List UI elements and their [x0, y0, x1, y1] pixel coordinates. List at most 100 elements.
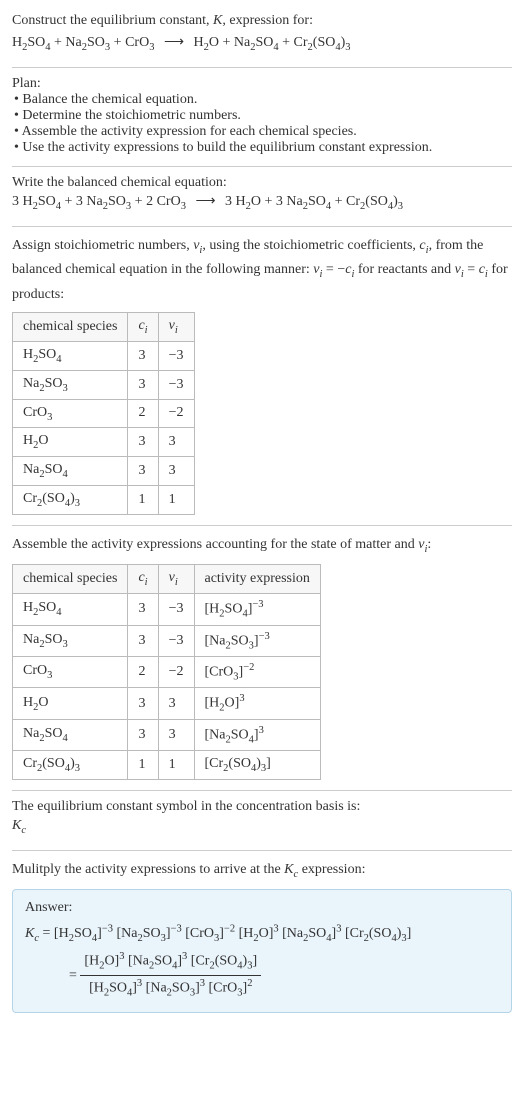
cell-activity: [Na2SO4]3: [194, 719, 320, 750]
cell-ci: 3: [128, 341, 158, 370]
table-row: H2SO43−3[H2SO4]−3: [13, 594, 321, 625]
col-species: chemical species: [13, 565, 128, 594]
plan-list: Balance the chemical equation. Determine…: [12, 92, 512, 156]
plan-item: Balance the chemical equation.: [14, 92, 512, 108]
multiply-section: Mulitply the activity expressions to arr…: [12, 859, 512, 1013]
cell-ci: 3: [128, 594, 158, 625]
cell-vi: −2: [158, 399, 194, 428]
cell-species: Na2SO4: [13, 719, 128, 750]
divider: [12, 226, 512, 227]
stoich-table: chemical species ci νi H2SO43−3 Na2SO33−…: [12, 312, 195, 515]
table-header-row: chemical species ci νi activity expressi…: [13, 565, 321, 594]
cell-species: Na2SO4: [13, 457, 128, 486]
cell-ci: 2: [128, 399, 158, 428]
divider: [12, 166, 512, 167]
balanced-equation: 3 H2SO4 + 3 Na2SO3 + 2 CrO3 ⟶ 3 H2O + 3 …: [12, 191, 512, 216]
kc-symbol-text: The equilibrium constant symbol in the c…: [12, 799, 512, 815]
table-header-row: chemical species ci νi: [13, 313, 195, 342]
plan-item: Use the activity expressions to build th…: [14, 140, 512, 156]
plan-title: Plan:: [12, 76, 512, 92]
table-row: Cr2(SO4)311[Cr2(SO4)3]: [13, 751, 321, 780]
kc-numerator: [H2O]3 [Na2SO4]3 [Cr2(SO4)3]: [80, 949, 261, 976]
cell-vi: 3: [158, 457, 194, 486]
cell-vi: −2: [158, 657, 194, 688]
cell-ci: 1: [128, 751, 158, 780]
cell-activity: [Na2SO3]−3: [194, 625, 320, 656]
cell-vi: −3: [158, 625, 194, 656]
cell-ci: 3: [128, 625, 158, 656]
cell-species: Cr2(SO4)3: [13, 485, 128, 514]
table-row: Na2SO433: [13, 457, 195, 486]
col-vi: νi: [158, 313, 194, 342]
kc-symbol: Kc: [12, 815, 512, 840]
table-row: Cr2(SO4)311: [13, 485, 195, 514]
table-row: Na2SO33−3: [13, 370, 195, 399]
cell-ci: 3: [128, 688, 158, 719]
cell-ci: 3: [128, 719, 158, 750]
cell-vi: −3: [158, 341, 194, 370]
col-species: chemical species: [13, 313, 128, 342]
unbalanced-equation: H2SO4 + Na2SO3 + CrO3 ⟶ H2O + Na2SO4 + C…: [12, 32, 512, 57]
divider: [12, 525, 512, 526]
kc-symbol-section: The equilibrium constant symbol in the c…: [12, 799, 512, 840]
answer-box: Answer: Kc = [H2SO4]−3 [Na2SO3]−3 [CrO3]…: [12, 889, 512, 1013]
cell-vi: 3: [158, 688, 194, 719]
table-row: CrO32−2[CrO3]−2: [13, 657, 321, 688]
kc-product: [H2SO4]−3 [Na2SO3]−3 [CrO3]−2 [H2O]3 [Na…: [54, 926, 411, 941]
cell-species: H2SO4: [13, 341, 128, 370]
plan-item: Assemble the activity expression for eac…: [14, 124, 512, 140]
activity-table: chemical species ci νi activity expressi…: [12, 564, 321, 780]
kc-fraction-line: = [H2O]3 [Na2SO4]3 [Cr2(SO4)3] [H2SO4]3 …: [69, 949, 499, 1003]
kc-denominator: [H2SO4]3 [Na2SO3]3 [CrO3]2: [80, 976, 261, 1002]
stoich-section: Assign stoichiometric numbers, νi, using…: [12, 235, 512, 515]
col-ci: ci: [128, 565, 158, 594]
cell-species: H2SO4: [13, 594, 128, 625]
balanced-section: Write the balanced chemical equation: 3 …: [12, 175, 512, 216]
cell-species: CrO3: [13, 657, 128, 688]
table-row: H2O33[H2O]3: [13, 688, 321, 719]
divider: [12, 790, 512, 791]
cell-species: CrO3: [13, 399, 128, 428]
prompt-line: Construct the equilibrium constant, K, e…: [12, 10, 512, 32]
col-activity: activity expression: [194, 565, 320, 594]
cell-vi: 1: [158, 485, 194, 514]
multiply-title: Mulitply the activity expressions to arr…: [12, 859, 512, 884]
cell-vi: −3: [158, 594, 194, 625]
header-section: Construct the equilibrium constant, K, e…: [12, 10, 512, 57]
plan-item: Determine the stoichiometric numbers.: [14, 108, 512, 124]
cell-activity: [H2SO4]−3: [194, 594, 320, 625]
stoich-text: Assign stoichiometric numbers, νi, using…: [12, 235, 512, 307]
table-row: Na2SO433[Na2SO4]3: [13, 719, 321, 750]
divider: [12, 67, 512, 68]
cell-species: H2O: [13, 428, 128, 457]
cell-species: H2O: [13, 688, 128, 719]
cell-species: Na2SO3: [13, 370, 128, 399]
cell-species: Na2SO3: [13, 625, 128, 656]
cell-ci: 3: [128, 457, 158, 486]
col-ci: ci: [128, 313, 158, 342]
activity-title: Assemble the activity expressions accoun…: [12, 534, 512, 559]
kc-equals: Kc =: [25, 926, 54, 941]
cell-vi: 1: [158, 751, 194, 780]
cell-ci: 1: [128, 485, 158, 514]
answer-label: Answer:: [25, 900, 499, 916]
cell-vi: −3: [158, 370, 194, 399]
cell-ci: 3: [128, 370, 158, 399]
table-row: H2SO43−3: [13, 341, 195, 370]
cell-ci: 3: [128, 428, 158, 457]
plan-section: Plan: Balance the chemical equation. Det…: [12, 76, 512, 156]
table-row: Na2SO33−3[Na2SO3]−3: [13, 625, 321, 656]
balanced-title: Write the balanced chemical equation:: [12, 175, 512, 191]
divider: [12, 850, 512, 851]
cell-activity: [CrO3]−2: [194, 657, 320, 688]
kc-fraction: [H2O]3 [Na2SO4]3 [Cr2(SO4)3] [H2SO4]3 [N…: [80, 949, 261, 1003]
cell-activity: [H2O]3: [194, 688, 320, 719]
cell-vi: 3: [158, 719, 194, 750]
cell-ci: 2: [128, 657, 158, 688]
col-vi: νi: [158, 565, 194, 594]
cell-species: Cr2(SO4)3: [13, 751, 128, 780]
cell-vi: 3: [158, 428, 194, 457]
table-row: H2O33: [13, 428, 195, 457]
activity-section: Assemble the activity expressions accoun…: [12, 534, 512, 780]
cell-activity: [Cr2(SO4)3]: [194, 751, 320, 780]
